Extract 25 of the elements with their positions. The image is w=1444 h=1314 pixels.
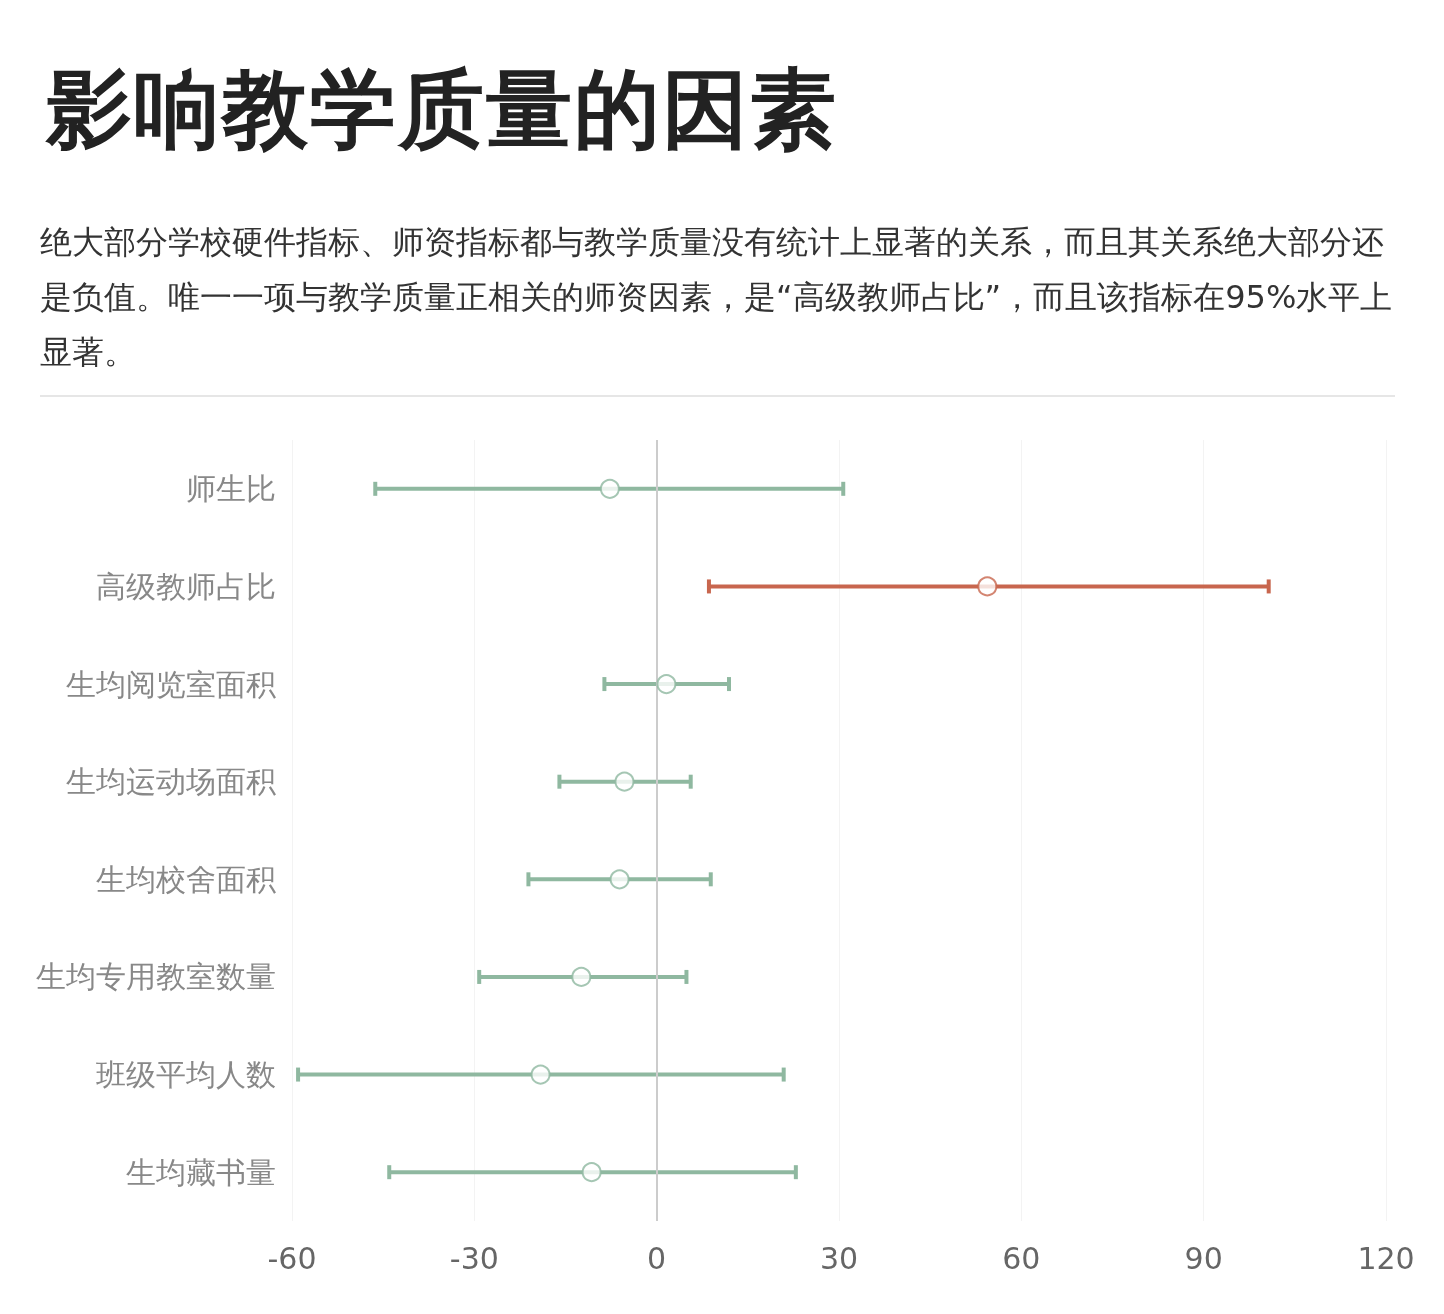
x-tick-label: 30 (819, 1240, 859, 1276)
point (571, 966, 592, 987)
chart-title: 影响教学质量的因素 (46, 58, 838, 161)
y-tick-label: 师生比 (186, 471, 276, 507)
x-tick-label: 60 (1002, 1240, 1041, 1276)
chart-subtitle: 绝大部分学校硬件指标、师资指标都与教学质量没有统计上显著的关系，而且其关系绝大部分还是负值。唯一一项与教学质量正相关的师资因素，是“高级教师占比”，而且该指标在95%水平上显著。 (40, 222, 1394, 373)
y-tick-label: 生均阅览室面积 (66, 666, 276, 702)
y-tick-label: 生均运动场面积 (66, 764, 276, 800)
point (581, 1162, 602, 1183)
y-tick-label: 生均校舍面积 (96, 861, 276, 897)
point (656, 674, 677, 695)
point (977, 576, 998, 597)
point (614, 771, 635, 792)
y-tick-label: 高级教师占比 (96, 568, 276, 604)
x-tick-label: -30 (449, 1240, 499, 1276)
point (609, 869, 630, 890)
x-tick-label: 90 (1184, 1240, 1223, 1276)
y-tick-label: 生均藏书量 (126, 1154, 276, 1190)
point (599, 478, 620, 499)
x-tick-label: -60 (267, 1240, 317, 1276)
y-tick-label: 生均专用教室数量 (36, 959, 276, 995)
x-tick-label: 120 (1357, 1240, 1415, 1276)
x-tick-label: 0 (647, 1240, 667, 1276)
y-tick-label: 班级平均人数 (96, 1057, 276, 1093)
point (530, 1064, 551, 1085)
